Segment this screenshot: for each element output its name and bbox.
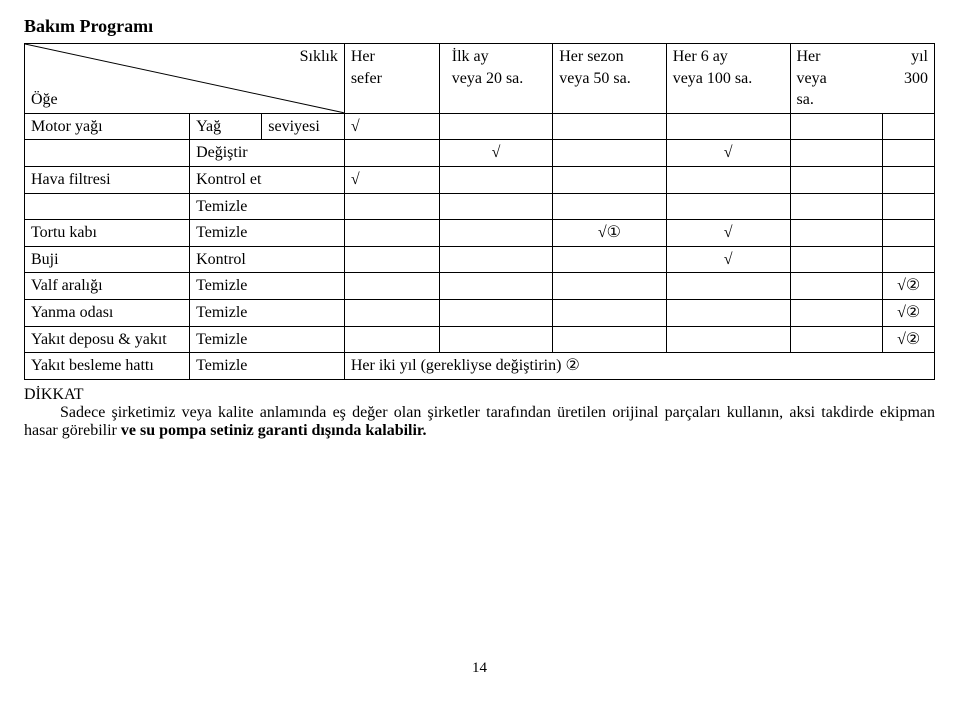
table-row: Tortu kabı Temizle √① √ xyxy=(25,220,935,247)
col-her-6-ay: Her 6 ay veya 100 sa. xyxy=(666,44,790,114)
dikkat-label: DİKKAT xyxy=(24,386,935,404)
table-row: Yakıt besleme hattı Temizle Her iki yıl … xyxy=(25,353,935,380)
cell-c4: √ xyxy=(666,140,790,167)
cell-sub: Temizle xyxy=(190,273,345,300)
table-row: Motor yağı Yağ seviyesi √ xyxy=(25,113,935,140)
cell-sub: Temizle xyxy=(190,299,345,326)
cell-item: Buji xyxy=(25,246,190,273)
dikkat-paragraph: Sadece şirketimiz veya kalite anlamında … xyxy=(24,404,935,440)
cell-sub: Temizle xyxy=(190,193,345,220)
cell-sub2: seviyesi xyxy=(262,113,345,140)
cell-item xyxy=(25,193,190,220)
table-header-row: Sıklık Öğe Her sefer İlk ay veya 20 sa. … xyxy=(25,44,935,114)
cell-item: Yakıt deposu & yakıt xyxy=(25,326,190,353)
table-row: Yanma odası Temizle √② xyxy=(25,299,935,326)
cell-item: Valf aralığı xyxy=(25,273,190,300)
cell-c1: √ xyxy=(344,166,439,193)
cell-sub: Değiştir xyxy=(190,140,345,167)
cell-item: Tortu kabı xyxy=(25,220,190,247)
table-row: Valf aralığı Temizle √② xyxy=(25,273,935,300)
cell-item: Yakıt besleme hattı xyxy=(25,353,190,380)
cell-c5: √② xyxy=(883,326,935,353)
col-her-sezon: Her sezon veya 50 sa. xyxy=(553,44,666,114)
cell-c4: √ xyxy=(666,220,790,247)
table-row: Temizle xyxy=(25,193,935,220)
page-number: 14 xyxy=(24,660,935,677)
cell-sub: Temizle xyxy=(190,220,345,247)
table-row: Hava filtresi Kontrol et √ xyxy=(25,166,935,193)
cell-item: Hava filtresi xyxy=(25,166,190,193)
cell-c5: √② xyxy=(883,273,935,300)
cell-item: Yanma odası xyxy=(25,299,190,326)
cell-c4: √ xyxy=(666,246,790,273)
cell-sub: Kontrol et xyxy=(190,166,345,193)
cell-merged-note: Her iki yıl (gerekliyse değiştirin) ② xyxy=(344,353,934,380)
col-her-yil: Heryıl veya300 sa. xyxy=(790,44,935,114)
header-diagonal-cell: Sıklık Öğe xyxy=(25,44,345,114)
diagonal-line-icon xyxy=(25,44,344,113)
maintenance-table: Sıklık Öğe Her sefer İlk ay veya 20 sa. … xyxy=(24,43,935,380)
cell-item: Motor yağı xyxy=(25,113,190,140)
table-row: Değiştir √ √ xyxy=(25,140,935,167)
cell-c2: √ xyxy=(439,140,552,167)
cell-c5: √② xyxy=(883,299,935,326)
col-her-sefer: Her sefer xyxy=(344,44,439,114)
cell-sub: Kontrol xyxy=(190,246,345,273)
cell-item xyxy=(25,140,190,167)
table-row: Yakıt deposu & yakıt Temizle √② xyxy=(25,326,935,353)
cell-c1: √ xyxy=(344,113,439,140)
cell-sub: Temizle xyxy=(190,326,345,353)
header-oge-label: Öğe xyxy=(31,89,58,111)
col-ilk-ay: İlk ay veya 20 sa. xyxy=(439,44,552,114)
header-siklik-label: Sıklık xyxy=(300,46,338,68)
table-row: Buji Kontrol √ xyxy=(25,246,935,273)
cell-sub: Temizle xyxy=(190,353,345,380)
page-title: Bakım Programı xyxy=(24,16,935,37)
cell-sub1: Yağ xyxy=(190,113,262,140)
cell-c3: √① xyxy=(553,220,666,247)
